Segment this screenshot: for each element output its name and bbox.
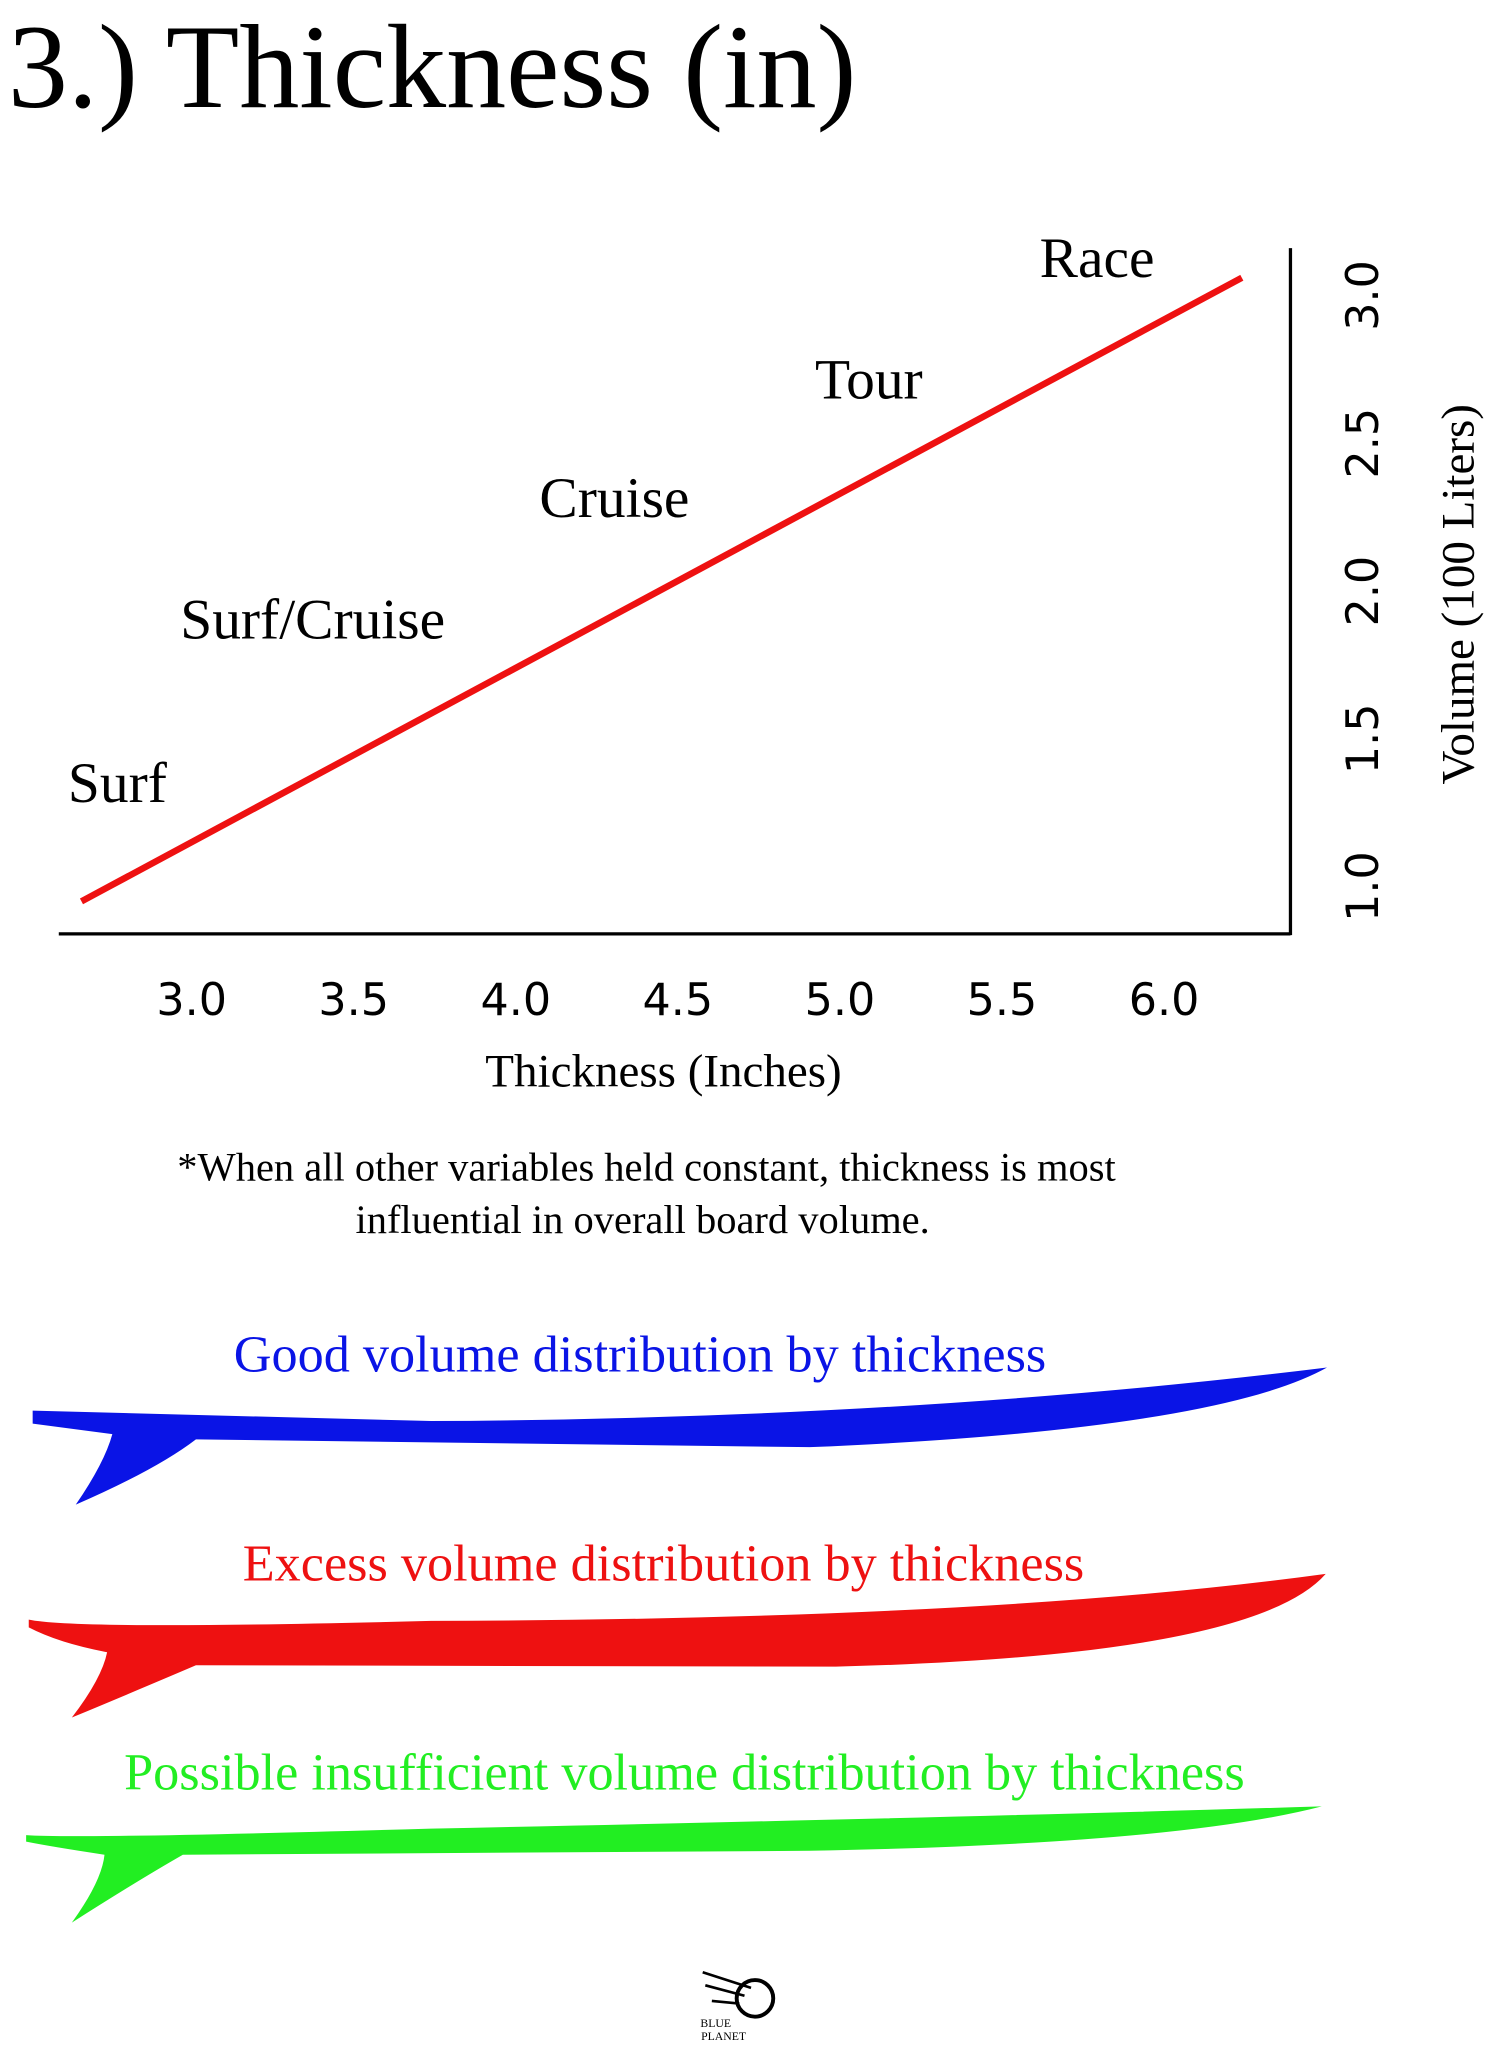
- y-tick-label: 2.5: [1338, 408, 1389, 479]
- x-tick-label: 4.5: [643, 975, 714, 1026]
- x-tick-label: 4.0: [480, 975, 551, 1026]
- logo-icon: [702, 1971, 752, 2005]
- logo-text: BLUE: [700, 2017, 731, 2030]
- y-tick-label: 3.0: [1338, 260, 1389, 331]
- x-tick-label: 5.5: [967, 975, 1038, 1026]
- y-tick-label: 1.0: [1338, 851, 1389, 922]
- note: *When all other variables held constant,…: [177, 1145, 1115, 1190]
- x-tick-label: 3.5: [318, 975, 389, 1026]
- board-caption: Possible insufficient volume distributio…: [124, 1743, 1245, 1801]
- logo-icon: [734, 1978, 776, 2019]
- surfboard: [28, 1573, 1326, 1718]
- x-axis-label: Thickness (Inches): [485, 1046, 841, 1098]
- logo-text: PLANET: [701, 2030, 746, 2043]
- annotation: Tour: [815, 348, 923, 411]
- surfboard: [26, 1806, 1322, 1923]
- logo: BLUE PLANET: [700, 1971, 776, 2043]
- y-tick-label: 2.0: [1338, 556, 1389, 627]
- board-caption: Good volume distribution by thickness: [234, 1325, 1047, 1383]
- y-tick-label: 1.5: [1338, 703, 1389, 774]
- line: [79, 274, 1244, 905]
- annotation: Surf/Cruise: [180, 589, 445, 652]
- note: influential in overall board volume.: [355, 1197, 929, 1242]
- x-tick-label: 6.0: [1129, 975, 1200, 1026]
- y-axis-label: Volume (100 Liters): [1432, 404, 1484, 784]
- x-tick-label: 5.0: [805, 975, 876, 1026]
- annotation: Cruise: [539, 467, 689, 530]
- x-tick-label: 3.0: [156, 975, 227, 1026]
- annotation: Surf: [68, 752, 168, 815]
- chart-title: 3.) Thickness (in): [8, 0, 857, 133]
- annotation: Race: [1040, 227, 1155, 290]
- surfboard: [32, 1367, 1328, 1505]
- board-caption: Excess volume distribution by thickness: [243, 1534, 1084, 1592]
